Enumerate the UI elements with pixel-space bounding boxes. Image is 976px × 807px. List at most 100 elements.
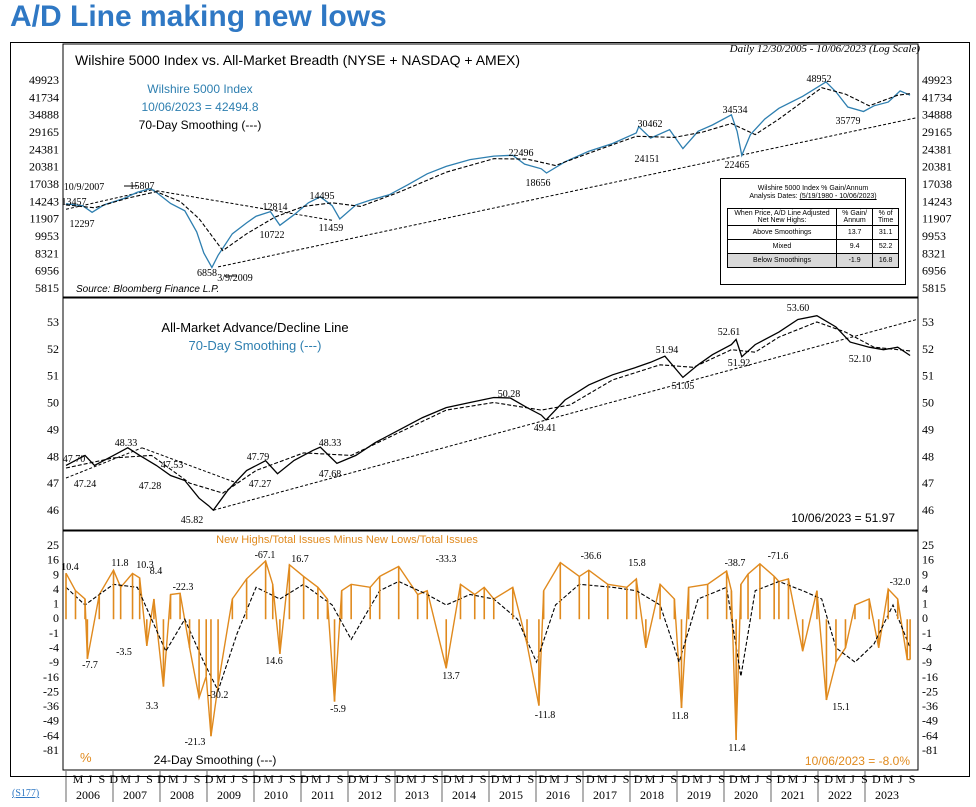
y-tick-left: 46 bbox=[47, 503, 59, 517]
x-tick-month: D bbox=[205, 772, 214, 786]
x-tick-month: J bbox=[231, 772, 236, 786]
x-tick-month: D bbox=[586, 772, 595, 786]
x-tick-month: D bbox=[491, 772, 500, 786]
x-tick-month: S bbox=[909, 772, 916, 786]
x-tick-year: 2010 bbox=[264, 788, 288, 802]
panel-3-smoothing: 24-Day Smoothing (---) bbox=[154, 753, 277, 767]
y-tick-left: 47 bbox=[47, 476, 59, 490]
y-tick-left: 5815 bbox=[35, 281, 59, 295]
footnote-link[interactable]: (S177) bbox=[12, 788, 40, 799]
x-tick-month: S bbox=[289, 772, 296, 786]
x-tick-month: J bbox=[374, 772, 379, 786]
y-tick-left: 34888 bbox=[29, 108, 59, 122]
panel-2-latest: 10/06/2023 = 51.97 bbox=[791, 511, 895, 525]
series-line bbox=[65, 315, 911, 512]
stats-row-time: 31.1 bbox=[872, 225, 899, 240]
panel-3-unit: % bbox=[80, 750, 92, 765]
stats-grid: When Price, A/D Line Adjusted Net New Hi… bbox=[727, 208, 899, 268]
x-tick-month: S bbox=[861, 772, 868, 786]
y-tick-right: 49923 bbox=[922, 73, 952, 87]
data-label: -22.3 bbox=[173, 582, 194, 593]
legend-index-smoothing: 70-Day Smoothing (---) bbox=[139, 118, 262, 132]
x-tick-month: M bbox=[216, 772, 227, 786]
source-note: Source: Bloomberg Finance L.P. bbox=[76, 284, 219, 295]
data-label: 51.94 bbox=[656, 345, 679, 356]
y-tick-right: 49 bbox=[922, 422, 934, 436]
trend-line bbox=[151, 189, 333, 221]
data-label: 48952 bbox=[807, 74, 832, 85]
y-tick-left: 41734 bbox=[29, 90, 59, 104]
stats-row-label: Below Smoothings bbox=[727, 253, 837, 268]
y-tick-left: 25 bbox=[47, 538, 59, 552]
y-tick-left: -25 bbox=[43, 684, 59, 698]
panel-2-border bbox=[62, 297, 919, 531]
y-tick-left: 1 bbox=[53, 597, 59, 611]
y-tick-right: 0 bbox=[922, 611, 928, 625]
panel-2-smoothing: 70-Day Smoothing (---) bbox=[189, 338, 322, 353]
data-label: 22496 bbox=[509, 148, 534, 159]
x-tick-month: D bbox=[300, 772, 309, 786]
x-tick-year: 2022 bbox=[828, 788, 852, 802]
x-tick-year: 2006 bbox=[76, 788, 100, 802]
stats-header-time: % of Time bbox=[872, 208, 899, 226]
y-tick-right: 24381 bbox=[922, 142, 952, 156]
y-tick-left: -36 bbox=[43, 699, 59, 713]
data-label: 15.8 bbox=[628, 558, 646, 569]
chart-frame bbox=[10, 42, 970, 777]
y-tick-right: -36 bbox=[922, 699, 938, 713]
x-tick-month: J bbox=[660, 772, 665, 786]
data-label: 10722 bbox=[260, 230, 285, 241]
x-tick-month: S bbox=[194, 772, 201, 786]
x-tick-month: J bbox=[612, 772, 617, 786]
data-label: -5.9 bbox=[330, 704, 346, 715]
data-label: 45.82 bbox=[181, 515, 204, 526]
y-tick-right: 48 bbox=[922, 449, 934, 463]
legend-index-latest: 10/06/2023 = 42494.8 bbox=[141, 100, 258, 114]
data-label: -30.2 bbox=[208, 690, 229, 701]
y-tick-left: -81 bbox=[43, 743, 59, 757]
y-tick-right: 17038 bbox=[922, 177, 952, 191]
x-tick-month: J bbox=[850, 772, 855, 786]
x-tick-year: 2018 bbox=[640, 788, 664, 802]
y-tick-right: -4 bbox=[922, 641, 932, 655]
data-label: -32.0 bbox=[890, 577, 911, 588]
y-tick-left: -49 bbox=[43, 714, 59, 728]
stats-row-label: Mixed bbox=[727, 239, 837, 254]
panel-2-title: All-Market Advance/Decline Line bbox=[161, 320, 348, 335]
y-tick-left: -4 bbox=[49, 641, 59, 655]
x-tick-month: S bbox=[337, 772, 344, 786]
stats-row-time: 52.2 bbox=[872, 239, 899, 254]
y-tick-left: 14243 bbox=[29, 194, 59, 208]
trend-line bbox=[141, 447, 238, 484]
panel-3-latest: 10/06/2023 = -8.0% bbox=[805, 754, 910, 768]
y-tick-left: 49 bbox=[47, 422, 59, 436]
data-label: -71.6 bbox=[768, 551, 789, 562]
data-label: 12297 bbox=[70, 219, 95, 230]
stats-row-gain: 9.4 bbox=[835, 239, 874, 254]
y-tick-right: 8321 bbox=[922, 246, 946, 260]
x-tick-month: M bbox=[883, 772, 894, 786]
y-tick-right: 16 bbox=[922, 553, 934, 567]
data-label: 52.61 bbox=[718, 327, 741, 338]
y-tick-right: 52 bbox=[922, 342, 934, 356]
panel-1-border bbox=[62, 43, 919, 298]
x-tick-month: D bbox=[634, 772, 643, 786]
x-tick-month: S bbox=[575, 772, 582, 786]
x-tick-year: 2021 bbox=[781, 788, 805, 802]
y-tick-right: 46 bbox=[922, 503, 934, 517]
stats-row-time: 16.8 bbox=[872, 253, 899, 268]
x-tick-month: S bbox=[98, 772, 105, 786]
data-label: 52.10 bbox=[849, 354, 872, 365]
x-tick-month: S bbox=[480, 772, 487, 786]
x-tick-month: D bbox=[872, 772, 881, 786]
stats-row-above: Above Smoothings 13.7 31.1 bbox=[727, 225, 899, 240]
stats-dates-value: (5/19/1980 - 10/06/2023) bbox=[799, 193, 877, 200]
data-label: 15.1 bbox=[832, 702, 850, 713]
y-tick-right: 20381 bbox=[922, 160, 952, 174]
x-tick-month: M bbox=[73, 772, 84, 786]
legend-index-name: Wilshire 5000 Index bbox=[147, 82, 252, 96]
x-tick-month: M bbox=[263, 772, 274, 786]
x-tick-year: 2012 bbox=[358, 788, 382, 802]
y-tick-right: 6956 bbox=[922, 264, 946, 278]
